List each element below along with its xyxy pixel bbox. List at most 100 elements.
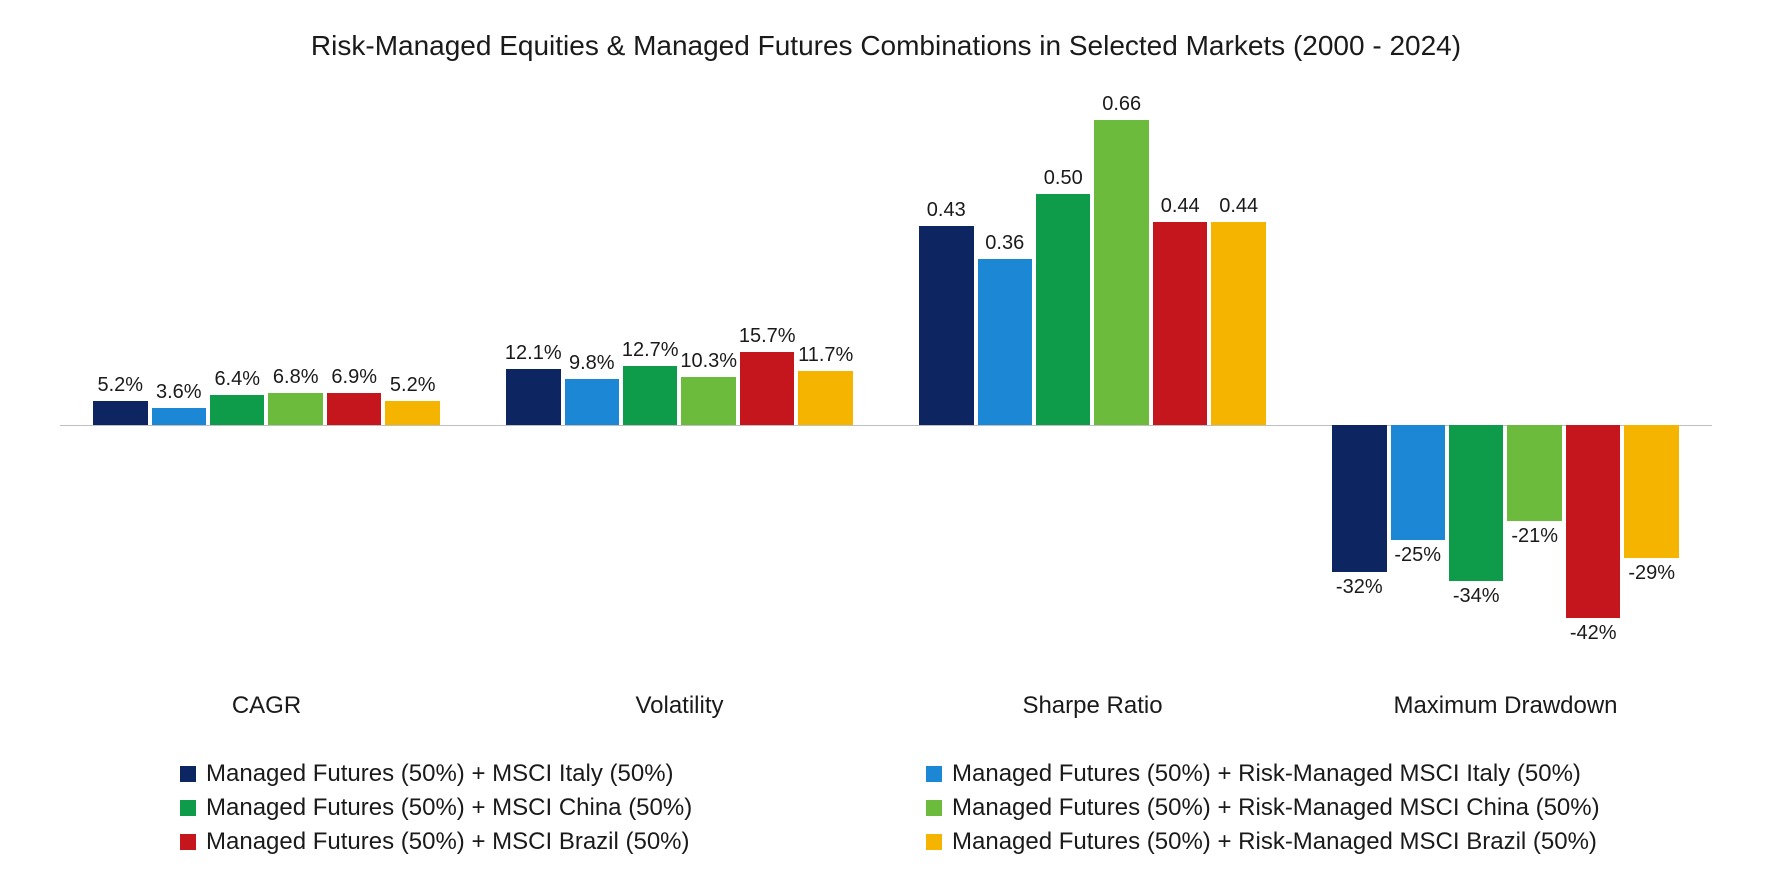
bars-area: 0.43 0.36 0.50 0.66 0.44 0.44: [886, 102, 1299, 632]
bar: [1566, 425, 1620, 619]
bar-value-label: 12.7%: [622, 339, 679, 362]
bar-column: 6.9%: [327, 102, 381, 632]
bar-column: 0.36: [978, 102, 1032, 632]
legend-label: Managed Futures (50%) + Risk-Managed MSC…: [952, 828, 1597, 856]
bar: [1211, 222, 1265, 425]
bar-column: 0.50: [1036, 102, 1090, 632]
bar: [210, 395, 264, 424]
legend-label: Managed Futures (50%) + MSCI China (50%): [206, 794, 692, 822]
bar-value-label: -25%: [1394, 544, 1441, 567]
bars-area: 5.2% 3.6% 6.4% 6.8% 6.9% 5.2%: [60, 102, 473, 632]
bar: [1624, 425, 1678, 559]
category-label: Maximum Drawdown: [1299, 632, 1712, 720]
legend-label: Managed Futures (50%) + Risk-Managed MSC…: [952, 760, 1581, 788]
bar-value-label: 5.2%: [97, 374, 143, 397]
bar-value-label: 6.4%: [214, 368, 260, 391]
bar: [1153, 222, 1207, 425]
legend-swatch: [926, 834, 942, 850]
bar-column: 11.7%: [798, 102, 852, 632]
bar-value-label: 6.9%: [331, 366, 377, 389]
bar-column: 0.44: [1211, 102, 1265, 632]
bar-value-label: -34%: [1453, 585, 1500, 608]
bar: [1449, 425, 1503, 582]
bar: [740, 352, 794, 424]
bar-column: 0.44: [1153, 102, 1207, 632]
bar-column: -29%: [1624, 102, 1678, 632]
bar: [93, 401, 147, 425]
bar-value-label: 0.44: [1219, 195, 1258, 218]
legend-swatch: [180, 834, 196, 850]
bar-row: 12.1% 9.8% 12.7%10.3%15.7%11.7%: [506, 102, 853, 632]
legend-item: Managed Futures (50%) + Risk-Managed MSC…: [886, 794, 1632, 822]
legend-item: Managed Futures (50%) + MSCI Italy (50%): [140, 760, 886, 788]
bar-column: -25%: [1391, 102, 1445, 632]
bar: [681, 377, 735, 424]
bar: [506, 369, 560, 425]
legend-swatch: [926, 800, 942, 816]
category-group: 5.2% 3.6% 6.4% 6.8% 6.9% 5.2% CAGR: [60, 102, 473, 720]
category-group: -32% -25% -34% -21% -42% -29% Maximum Drawdown: [1299, 102, 1712, 720]
bar-column: 9.8%: [565, 102, 619, 632]
legend-swatch: [180, 800, 196, 816]
bar-row: -32% -25% -34% -21% -42% -29%: [1332, 102, 1679, 632]
legend-label: Managed Futures (50%) + MSCI Brazil (50%…: [206, 828, 690, 856]
legend-item: Managed Futures (50%) + MSCI Brazil (50%…: [140, 828, 886, 856]
bar-value-label: 15.7%: [739, 325, 796, 348]
bar: [268, 393, 322, 424]
bar: [385, 401, 439, 425]
bar-value-label: 0.43: [927, 199, 966, 222]
bar-column: -32%: [1332, 102, 1386, 632]
bar-value-label: 10.3%: [680, 350, 737, 373]
bar-value-label: -42%: [1570, 622, 1617, 645]
bar-value-label: 6.8%: [273, 366, 319, 389]
chart-container: Risk-Managed Equities & Managed Futures …: [0, 0, 1772, 886]
bar-value-label: 11.7%: [798, 344, 853, 367]
bar-value-label: 12.1%: [505, 342, 562, 365]
bar-value-label: 3.6%: [156, 381, 202, 404]
bar-value-label: -29%: [1628, 562, 1675, 585]
bar-column: 0.43: [919, 102, 973, 632]
legend-label: Managed Futures (50%) + MSCI Italy (50%): [206, 760, 674, 788]
bar-column: 0.66: [1094, 102, 1148, 632]
bar-value-label: 0.36: [985, 232, 1024, 255]
category-label: CAGR: [60, 632, 473, 720]
bar: [1391, 425, 1445, 540]
bar-column: 12.1%: [506, 102, 560, 632]
bar-value-label: -21%: [1511, 525, 1558, 548]
bar-column: -21%: [1507, 102, 1561, 632]
bar-column: 10.3%: [681, 102, 735, 632]
bar-value-label: 0.50: [1044, 167, 1083, 190]
bar-value-label: 0.66: [1102, 93, 1141, 116]
bar: [1094, 120, 1148, 424]
bar: [798, 371, 852, 425]
bar: [919, 226, 973, 424]
bar: [978, 259, 1032, 425]
bar-column: 5.2%: [93, 102, 147, 632]
bar-column: 15.7%: [740, 102, 794, 632]
bar-column: 5.2%: [385, 102, 439, 632]
bar: [1332, 425, 1386, 572]
legend-item: Managed Futures (50%) + Risk-Managed MSC…: [886, 760, 1632, 788]
bar-column: 12.7%: [623, 102, 677, 632]
bar-value-label: 0.44: [1161, 195, 1200, 218]
bars-area: 12.1% 9.8% 12.7%10.3%15.7%11.7%: [473, 102, 886, 632]
bar: [152, 408, 206, 425]
bar-value-label: -32%: [1336, 576, 1383, 599]
bar-value-label: 5.2%: [390, 374, 436, 397]
bar-row: 0.43 0.36 0.50 0.66 0.44 0.44: [919, 102, 1266, 632]
plot-area: 5.2%3.6%6.4%6.8%6.9%5.2%CAGR12.1%9.8%12.…: [60, 102, 1712, 720]
bar-value-label: 9.8%: [569, 352, 615, 375]
bar-column: -42%: [1566, 102, 1620, 632]
bar-column: -34%: [1449, 102, 1503, 632]
chart-title: Risk-Managed Equities & Managed Futures …: [60, 30, 1712, 62]
legend: Managed Futures (50%) + MSCI Italy (50%)…: [60, 760, 1712, 856]
legend-swatch: [926, 766, 942, 782]
bar: [327, 393, 381, 425]
bar-row: 5.2% 3.6% 6.4% 6.8% 6.9% 5.2%: [93, 102, 440, 632]
category-label: Volatility: [473, 632, 886, 720]
bar-column: 6.4%: [210, 102, 264, 632]
bars-area: -32% -25% -34% -21% -42% -29%: [1299, 102, 1712, 632]
bar: [1036, 194, 1090, 424]
legend-swatch: [180, 766, 196, 782]
category-group: 12.1% 9.8% 12.7%10.3%15.7%11.7% Volatility: [473, 102, 886, 720]
